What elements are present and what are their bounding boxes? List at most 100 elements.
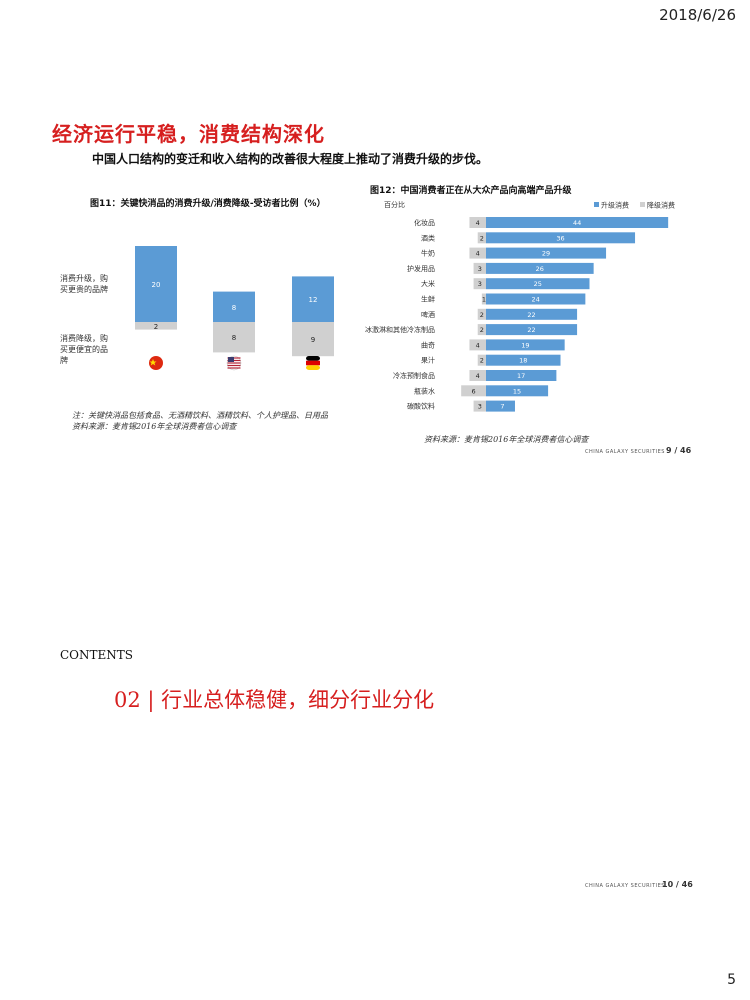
chart12-label-downgrade: 2 [480,311,484,319]
chart12-category-label: 啤酒 [421,310,435,319]
chart12-bar-downgrade [477,232,486,244]
section-title: 经济运行平稳，消费结构深化 [52,122,325,146]
chart12-title: 图12：中国消费者正在从大众产品向高端产品升级 [370,186,572,196]
chart12-label-upgrade: 44 [573,219,581,227]
chart11-label-upgrade: 8 [232,304,236,312]
chart12-bar-downgrade [469,247,486,259]
page-number: 5 [727,972,736,988]
chart12-legend-downgrade: 降级消费 [647,201,675,210]
germany-flag-icon [306,356,320,370]
chart12-category-label: 曲奇 [421,340,435,349]
china-flag-star [149,359,157,366]
chart11-bar-downgrade [292,322,334,357]
chart12-bar-upgrade [486,217,669,228]
usa-flag-stripe [227,362,241,364]
chart12-bar-upgrade [486,232,636,244]
chart12-label-downgrade: 3 [478,403,482,411]
chart12-label-downgrade: 1 [482,296,486,304]
chart11-legend-downgrade: 买更便宜的品 [60,344,108,354]
chart12-label-upgrade: 19 [521,341,529,349]
chart12-label-upgrade: 22 [527,311,535,319]
chart12-label-upgrade: 15 [513,387,521,395]
chart12-category-label: 冷冻预制食品 [393,371,435,380]
footer-brand-2: CHINA GALAXY SECURITIES [585,883,665,889]
chart12-category-label: 碳酸饮料 [407,402,435,411]
usa-flag-stripe [227,364,241,367]
chart12-category-label: 冰激淋和其他冷冻制品 [365,325,435,334]
china-flag-disc [149,356,163,370]
chart12-category-label: 牛奶 [421,249,435,258]
chart12-label-downgrade: 3 [478,280,482,288]
chart12-bar-upgrade [486,339,565,351]
chart12-category-label: 护发用品 [407,264,435,273]
chart11-label-downgrade: 8 [232,334,236,342]
chart11-legend-downgrade: 消费降级，购 [60,333,108,343]
chart11-source: 资料来源：麦肯锡2016年全球消费者信心调查 [72,422,237,431]
chart11-title: 图11：关键快消品的消费升级/消费降级-受访者比例（%） [90,199,326,209]
chart11-label-downgrade: 2 [154,323,158,331]
chart12-label-downgrade: 2 [480,326,484,334]
chart12-legend-swatch-upgrade [594,202,599,207]
chart11-legend-downgrade: 牌 [60,355,68,365]
chart12-bar-downgrade [473,400,486,412]
chart12-bar-downgrade [469,339,486,351]
chart11-label-downgrade: 9 [311,336,315,344]
chart12-bar-upgrade [486,247,607,259]
footer-brand: CHINA GALAXY SECURITIES [585,449,665,455]
chart12-label-downgrade: 2 [480,234,484,242]
chart12-bar-downgrade [461,385,486,397]
print-date: 2018/6/26 [659,6,736,24]
chart12-bar-upgrade [486,262,594,274]
usa-flag-stripe [227,367,241,369]
chart12-bar-downgrade [473,278,486,290]
section-title-2: 02 | 行业总体稳健，细分行业分化 [114,688,435,712]
contents-label: CONTENTS [60,648,134,662]
chart12-label-upgrade: 36 [556,234,564,242]
chart11-label-upgrade: 12 [309,296,318,304]
chart11-bar-downgrade [135,322,177,330]
chart12-label-upgrade: 18 [519,357,527,365]
chart12-source: 资料来源：麦肯锡2016年全球消费者信心调查 [424,435,589,444]
usa-flag-canton [228,357,234,362]
china-flag-icon [149,356,163,370]
chart12-label-upgrade: 24 [532,296,540,304]
chart12-bar-downgrade [477,354,486,366]
chart12-bar-downgrade [477,308,486,320]
chart12-bar-upgrade [486,400,515,412]
chart12-label-downgrade: 2 [480,357,484,365]
germany-flag-black [306,356,320,361]
chart12-unit-label: 百分比 [384,200,405,209]
chart12-bar-upgrade [486,278,590,290]
chart12-category-label: 大米 [421,279,435,288]
chart11-bar-upgrade [213,291,255,322]
footer-page-number-2: 10 / 46 [662,880,693,889]
chart12-bar-upgrade [486,324,578,336]
chart12-bar-downgrade [481,293,486,305]
chart12-bar-downgrade [477,324,486,336]
chart12-category-label: 化妆品 [414,218,435,227]
chart12-label-upgrade: 25 [534,280,542,288]
chart12-category-label: 酒类 [421,233,435,242]
chart12-bar-upgrade [486,385,549,397]
chart12-legend-swatch-downgrade [640,202,645,207]
chart12-bar-upgrade [486,308,578,320]
chart12-bar-downgrade [473,262,486,274]
chart11-label-upgrade: 20 [152,281,161,289]
chart11-legend-upgrade: 买更贵的品牌 [60,284,108,294]
footer-page-number: 9 / 46 [666,446,692,455]
chart11-bar-upgrade [135,246,177,322]
chart11-legend-upgrade: 消费升级，购 [60,273,108,283]
chart12-legend-upgrade: 升级消费 [601,201,629,210]
chart12-bar-upgrade [486,370,557,381]
germany-flag-gold [306,365,320,370]
chart12-label-downgrade: 4 [476,219,480,227]
chart12-label-upgrade: 17 [517,372,525,380]
chart12-label-downgrade: 3 [478,265,482,273]
chart12-bar-upgrade [486,354,561,366]
chart11-bar-downgrade [213,322,255,353]
chart11-bar-upgrade [292,276,334,322]
chart12-label-downgrade: 6 [472,387,476,395]
chart12-label-upgrade: 7 [500,403,504,411]
